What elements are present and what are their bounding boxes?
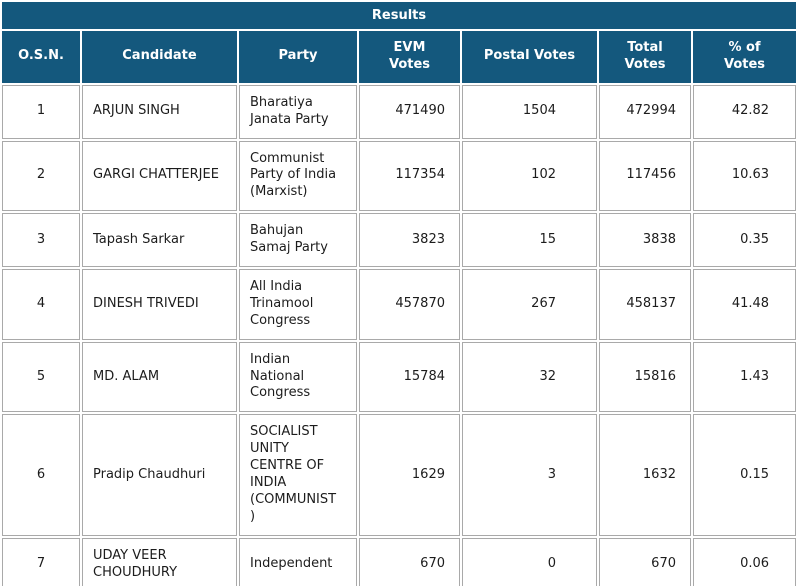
total-votes-cell: 3838 [599, 213, 691, 268]
candidate-cell: UDAY VEER CHOUDHURY [82, 537, 237, 586]
total-votes-cell: 15816 [599, 341, 691, 413]
postal-votes-cell: 0 [462, 537, 597, 586]
candidate-cell: ARJUN SINGH [82, 84, 237, 139]
table-row: 4 DINESH TRIVEDI All India Trinamool Congr… [2, 269, 797, 340]
pct-votes-cell: 42.82 [693, 84, 797, 139]
osn-cell: 7 [2, 537, 80, 586]
party-cell: Bahujan Samaj Party [239, 213, 357, 268]
results-table-body: 1 ARJUN SINGH Bharatiya Janata Party 471490… [2, 84, 797, 586]
candidate-cell: GARGI CHATTERJEE [82, 140, 237, 212]
osn-cell: 3 [2, 213, 80, 268]
pct-votes-cell: 10.63 [693, 140, 797, 212]
osn-cell: 4 [2, 269, 80, 340]
total-votes-cell: 458137 [599, 269, 691, 340]
osn-cell: 5 [2, 341, 80, 413]
total-votes-cell: 117456 [599, 140, 691, 212]
postal-votes-cell: 32 [462, 341, 597, 413]
party-cell: Bharatiya Janata Party [239, 84, 357, 139]
party-cell: Communist Party of India (Marxist) [239, 140, 357, 212]
postal-votes-cell: 3 [462, 414, 597, 536]
table-row: 3 Tapash Sarkar Bahujan Samaj Party 3823 15 3… [2, 213, 797, 268]
postal-votes-cell: 102 [462, 140, 597, 212]
evm-votes-cell: 457870 [359, 269, 460, 340]
evm-votes-cell: 670 [359, 537, 460, 586]
postal-votes-cell: 1504 [462, 84, 597, 139]
column-header-label: % of Votes [723, 40, 766, 72]
postal-votes-cell: 15 [462, 213, 597, 268]
candidate-cell: Pradip Chaudhuri [82, 414, 237, 536]
party-cell: Indian National Congress [239, 341, 357, 413]
candidate-cell: DINESH TRIVEDI [82, 269, 237, 340]
table-row: 7 UDAY VEER CHOUDHURY Independent 670 0 670 0.… [2, 537, 797, 586]
column-header-party: Party [239, 31, 357, 83]
header-row: O.S.N. Candidate Party EVM Votes Postal … [2, 31, 797, 83]
column-header-postal-votes: Postal Votes [462, 31, 597, 83]
pct-votes-cell: 41.48 [693, 269, 797, 340]
column-header-candidate: Candidate [82, 31, 237, 83]
pct-votes-cell: 0.06 [693, 537, 797, 586]
results-title: Results [2, 2, 797, 29]
table-row: 2 GARGI CHATTERJEE Communist Party of Indi… [2, 140, 797, 212]
column-header-label: Total Votes [624, 40, 666, 72]
column-header-label: Party [278, 48, 318, 64]
evm-votes-cell: 471490 [359, 84, 460, 139]
column-header-label: O.S.N. [18, 48, 64, 64]
candidate-cell: Tapash Sarkar [82, 213, 237, 268]
party-cell: All India Trinamool Congress [239, 269, 357, 340]
evm-votes-cell: 1629 [359, 414, 460, 536]
title-row: Results [2, 2, 797, 29]
column-header-label: Postal Votes [483, 48, 576, 64]
column-header-pct-votes: % of Votes [693, 31, 797, 83]
total-votes-cell: 1632 [599, 414, 691, 536]
candidate-cell: MD. ALAM [82, 341, 237, 413]
pct-votes-cell: 0.15 [693, 414, 797, 536]
column-header-evm-votes: EVM Votes [359, 31, 460, 83]
pct-votes-cell: 1.43 [693, 341, 797, 413]
column-header-total-votes: Total Votes [599, 31, 691, 83]
party-cell: SOCIALIST UNITY CENTRE OF INDIA (COMMUNI… [239, 414, 357, 536]
osn-cell: 6 [2, 414, 80, 536]
table-row: 1 ARJUN SINGH Bharatiya Janata Party 471490… [2, 84, 797, 139]
osn-cell: 1 [2, 84, 80, 139]
total-votes-cell: 670 [599, 537, 691, 586]
postal-votes-cell: 267 [462, 269, 597, 340]
column-header-label: EVM Votes [388, 40, 431, 72]
osn-cell: 2 [2, 140, 80, 212]
table-row: 6 Pradip Chaudhuri SOCIALIST UNITY CENTRE … [2, 414, 797, 536]
evm-votes-cell: 15784 [359, 341, 460, 413]
column-header-label: Candidate [122, 48, 197, 64]
total-votes-cell: 472994 [599, 84, 691, 139]
table-row: 5 MD. ALAM Indian National Congress 15784 32… [2, 341, 797, 413]
party-cell: Independent [239, 537, 357, 586]
evm-votes-cell: 117354 [359, 140, 460, 212]
column-header-osn: O.S.N. [2, 31, 80, 83]
pct-votes-cell: 0.35 [693, 213, 797, 268]
evm-votes-cell: 3823 [359, 213, 460, 268]
